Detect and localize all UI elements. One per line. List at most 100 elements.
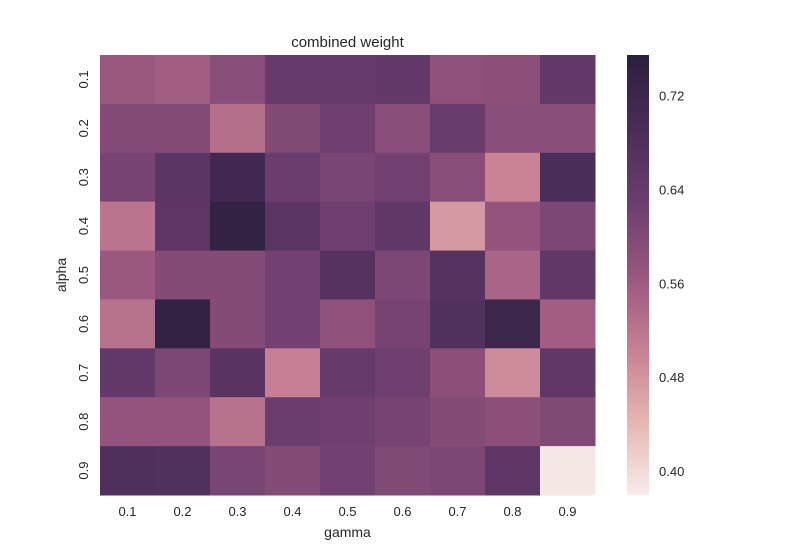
heatmap-cell-r8-c1 <box>100 397 156 447</box>
heatmap-cell-r9-c8 <box>485 446 541 496</box>
heatmap-cell-r1-c9 <box>540 55 596 105</box>
heatmap-cell-r8-c4 <box>265 397 321 447</box>
heatmap-cell-r2-c6 <box>375 103 431 154</box>
heatmap-cell-r1-c7 <box>430 55 486 105</box>
heatmap-cell-r6-c3 <box>210 299 266 349</box>
y-tick-label: 0.1 <box>76 70 91 88</box>
heatmap-cell-r1-c3 <box>210 55 266 105</box>
x-tick-label: 0.2 <box>173 504 191 519</box>
heatmap-cell-r4-c8 <box>485 201 541 252</box>
x-tick-label: 0.1 <box>118 504 136 519</box>
heatmap-cell-r5-c1 <box>100 250 156 300</box>
chart-title: combined weight <box>291 34 404 51</box>
heatmap-cell-r5-c7 <box>430 250 486 300</box>
heatmap-cell-r4-c5 <box>320 201 376 252</box>
heatmap-cell-r4-c7 <box>430 201 486 252</box>
heatmap-cell-r5-c2 <box>155 250 211 300</box>
heatmap-cell-r6-c6 <box>375 299 431 349</box>
heatmap-cell-r2-c5 <box>320 103 376 154</box>
heatmap-cell-r3-c3 <box>210 152 266 203</box>
heatmap-cell-r4-c3 <box>210 201 266 252</box>
heatmap-cell-r2-c1 <box>100 103 156 154</box>
heatmap-cell-r8-c7 <box>430 397 486 447</box>
y-tick-label: 0.7 <box>76 364 91 382</box>
heatmap-cell-r6-c7 <box>430 299 486 349</box>
colorbar-tick-label: 0.64 <box>659 182 684 197</box>
heatmap-cell-r3-c9 <box>540 152 596 203</box>
heatmap-cell-r1-c2 <box>155 55 211 105</box>
heatmap-cell-r1-c6 <box>375 55 431 105</box>
heatmap-cell-r2-c3 <box>210 103 266 154</box>
heatmap-cell-r3-c1 <box>100 152 156 203</box>
heatmap-cell-r3-c8 <box>485 152 541 203</box>
heatmap-cell-r7-c3 <box>210 348 266 398</box>
y-axis-tick-labels: 0.1 0.2 0.3 0.4 0.5 0.6 0.7 0.8 0.9 <box>76 70 91 479</box>
heatmap-cell-r9-c6 <box>375 446 431 496</box>
y-axis-label: alpha <box>53 258 69 292</box>
heatmap-cell-r5-c4 <box>265 250 321 300</box>
heatmap-cell-r8-c6 <box>375 397 431 447</box>
heatmap-cell-r8-c8 <box>485 397 541 447</box>
heatmap-cell-r3-c6 <box>375 152 431 203</box>
x-tick-label: 0.8 <box>503 504 521 519</box>
heatmap-cell-r7-c1 <box>100 348 156 398</box>
heatmap-cell-r3-c7 <box>430 152 486 203</box>
heatmap-cell-r8-c5 <box>320 397 376 447</box>
heatmap-cell-r2-c9 <box>540 103 596 154</box>
heatmap-cell-r4-c2 <box>155 201 211 252</box>
heatmap-cell-r7-c8 <box>485 348 541 398</box>
heatmap-cell-r5-c5 <box>320 250 376 300</box>
heatmap-cell-r1-c4 <box>265 55 321 105</box>
y-tick-label: 0.9 <box>76 462 91 480</box>
y-tick-label: 0.6 <box>76 315 91 333</box>
colorbar-tick-labels: 0.40 0.48 0.56 0.64 0.72 <box>659 89 684 479</box>
y-tick-label: 0.3 <box>76 168 91 186</box>
x-tick-label: 0.4 <box>283 504 301 519</box>
heatmap-cell-r7-c7 <box>430 348 486 398</box>
heatmap-cell-r8-c3 <box>210 397 266 447</box>
x-tick-label: 0.7 <box>448 504 466 519</box>
heatmap-cell-r9-c7 <box>430 446 486 496</box>
heatmap-cell-r7-c9 <box>540 348 596 398</box>
x-tick-label: 0.9 <box>558 504 576 519</box>
heatmap-cell-r2-c4 <box>265 103 321 154</box>
heatmap-cell-r4-c1 <box>100 201 156 252</box>
x-axis-label: gamma <box>324 524 371 540</box>
colorbar-tick-label: 0.48 <box>659 370 684 385</box>
y-tick-label: 0.5 <box>76 266 91 284</box>
heatmap-cell-r7-c4 <box>265 348 321 398</box>
heatmap-cell-r9-c2 <box>155 446 211 496</box>
x-axis-tick-labels: 0.1 0.2 0.3 0.4 0.5 0.6 0.7 0.8 0.9 <box>118 504 576 519</box>
heatmap-cell-r2-c7 <box>430 103 486 154</box>
heatmap-cell-r4-c9 <box>540 201 596 252</box>
heatmap-cell-r6-c5 <box>320 299 376 349</box>
colorbar <box>627 55 649 495</box>
heatmap-cell-r9-c4 <box>265 446 321 496</box>
heatmap-cell-r6-c4 <box>265 299 321 349</box>
heatmap-cell-r1-c1 <box>100 55 156 105</box>
heatmap-cell-r4-c4 <box>265 201 321 252</box>
heatmap-cells <box>100 55 596 496</box>
heatmap-cell-r9-c1 <box>100 446 156 496</box>
heatmap-cell-r7-c6 <box>375 348 431 398</box>
heatmap-cell-r6-c2 <box>155 299 211 349</box>
heatmap-cell-r8-c2 <box>155 397 211 447</box>
heatmap-cell-r3-c4 <box>265 152 321 203</box>
heatmap-cell-r2-c8 <box>485 103 541 154</box>
heatmap-cell-r2-c2 <box>155 103 211 154</box>
heatmap-cell-r6-c8 <box>485 299 541 349</box>
heatmap-cell-r3-c5 <box>320 152 376 203</box>
heatmap-cell-r3-c2 <box>155 152 211 203</box>
heatmap-cell-r7-c2 <box>155 348 211 398</box>
colorbar-tick-label: 0.56 <box>659 276 684 291</box>
heatmap-cell-r1-c8 <box>485 55 541 105</box>
heatmap-cell-r5-c8 <box>485 250 541 300</box>
heatmap-cell-r7-c5 <box>320 348 376 398</box>
x-tick-label: 0.3 <box>228 504 246 519</box>
heatmap-cell-r4-c6 <box>375 201 431 252</box>
x-tick-label: 0.5 <box>338 504 356 519</box>
heatmap-cell-r8-c9 <box>540 397 596 447</box>
y-tick-label: 0.2 <box>76 119 91 137</box>
colorbar-tick-label: 0.40 <box>659 464 684 479</box>
